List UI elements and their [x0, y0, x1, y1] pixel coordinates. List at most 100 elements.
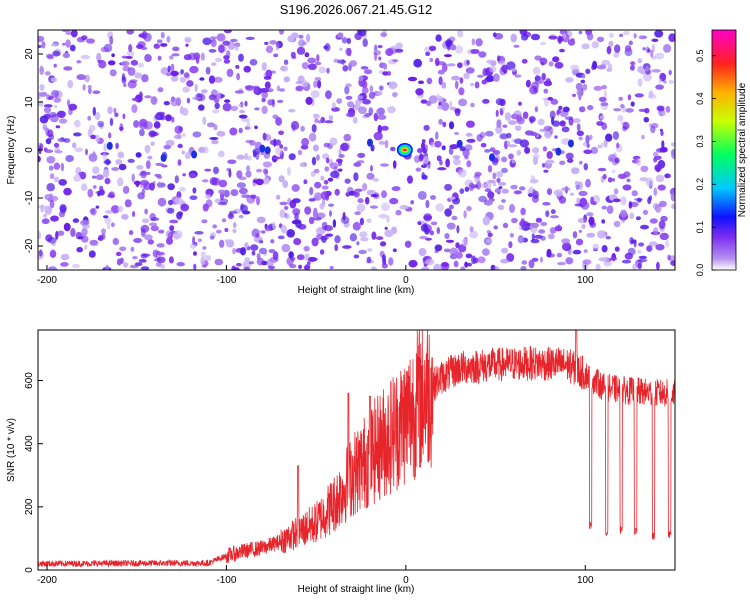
heatmap-cell: [629, 237, 634, 245]
line-frame: [37, 329, 676, 571]
heatmap-cell: [63, 66, 73, 71]
heatmap-cell: [69, 44, 76, 52]
heatmap-cell: [663, 43, 672, 53]
heatmap-cell: [115, 251, 122, 257]
heatmap-cell: [468, 182, 475, 191]
heatmap-cell: [665, 239, 670, 248]
heatmap-cell: [301, 137, 310, 147]
heatmap-cell: [607, 154, 617, 163]
heatmap-cell: [194, 231, 204, 235]
heatmap-cell: [379, 85, 384, 91]
heatmap-cell: [263, 76, 272, 80]
heatmap-peak-ring-4: [402, 148, 408, 152]
heatmap-cell: [131, 104, 138, 114]
heatmap-cell: [155, 162, 164, 166]
heatmap-cell: [39, 249, 43, 257]
heatmap-cell: [546, 151, 553, 159]
heatmap-cell: [160, 43, 168, 47]
heatmap-cell: [415, 167, 422, 172]
heatmap-cell: [312, 144, 319, 152]
heatmap-cell: [374, 44, 378, 52]
heatmap-cell: [622, 184, 632, 191]
heatmap-cell: [172, 46, 180, 52]
heatmap-cell: [135, 152, 142, 158]
heatmap-cell: [480, 142, 487, 148]
heatmap-cell: [334, 188, 340, 196]
heatmap-cell: [510, 68, 517, 72]
heatmap-cell: [525, 79, 531, 88]
heatmap-cell: [156, 256, 166, 264]
heatmap-cell: [139, 118, 148, 127]
heatmap-cell: [420, 224, 429, 232]
heatmap-cell: [100, 46, 110, 53]
heatmap-cell: [382, 71, 389, 76]
heatmap-cell: [436, 61, 446, 66]
heatmap-cell: [223, 55, 230, 60]
heatmap-cell: [366, 256, 372, 263]
heatmap-cell: [280, 65, 289, 72]
heatmap-cell: [76, 246, 83, 253]
heatmap-cell: [321, 235, 327, 243]
colorbar-tick-0: 0.0: [695, 264, 716, 276]
heatmap-cell: [39, 115, 49, 124]
heatmap-cell: [531, 233, 535, 241]
heatmap-cell: [81, 35, 88, 41]
line-x-tick-label: -200: [37, 575, 57, 586]
heatmap-cell: [602, 173, 607, 180]
heatmap-cell: [216, 229, 222, 234]
line-panel: -200 -100 0 100 0 200 400 600 Height of straig…: [6, 329, 676, 595]
heatmap-cell: [628, 40, 633, 46]
heatmap-cell: [275, 139, 281, 146]
heatmap-cell: [256, 168, 263, 173]
heatmap-cell: [148, 222, 158, 227]
heatmap-cell: [590, 146, 599, 154]
heatmap-cell: [329, 266, 334, 270]
heatmap-cell: [189, 243, 197, 250]
heatmap-cell: [290, 51, 296, 58]
heatmap-cell: [226, 68, 234, 78]
heatmap-cell: [381, 254, 386, 262]
heatmap-cell: [53, 97, 61, 103]
heatmap-cell: [627, 94, 632, 101]
heatmap-cell: [381, 263, 388, 269]
heatmap-cell: [342, 65, 349, 72]
heatmap-cell: [236, 182, 246, 189]
heatmap-cell: [44, 71, 51, 76]
heatmap-cell: [370, 144, 375, 152]
heatmap-cell: [261, 105, 268, 115]
heatmap-cell: [558, 196, 567, 204]
heatmap-cell: [561, 238, 570, 244]
heatmap-cell: [668, 69, 672, 76]
heatmap-cell: [234, 42, 241, 47]
heatmap-cell: [640, 224, 649, 230]
heatmap-cell: [76, 60, 82, 64]
heatmap-cell: [301, 80, 308, 88]
heatmap-cell: [495, 98, 504, 106]
heatmap-cell: [144, 234, 153, 241]
heatmap-cell: [337, 59, 347, 64]
heatmap-cell: [565, 77, 574, 83]
heatmap-cell: [59, 204, 67, 213]
heatmap-cell: [192, 131, 202, 138]
heatmap-cell: [561, 126, 570, 133]
heatmap-cell: [80, 54, 91, 60]
heatmap-cell-blue: [567, 139, 574, 148]
heatmap-cell: [370, 165, 373, 172]
heatmap-cell: [46, 156, 56, 164]
heatmap-cell: [487, 191, 495, 199]
heatmap-cell: [176, 191, 182, 199]
heatmap-cell: [213, 166, 219, 175]
heatmap-cell: [516, 114, 523, 122]
heatmap-cell: [494, 188, 501, 194]
heatmap-cell: [466, 205, 472, 212]
heatmap-cell: [585, 68, 591, 75]
heatmap-cell: [312, 210, 318, 219]
heatmap-cell: [173, 233, 180, 240]
heatmap-cell: [485, 75, 495, 82]
heatmap-cell: [338, 148, 342, 155]
heatmap-cell: [144, 54, 152, 62]
heatmap-cell: [586, 232, 596, 238]
heatmap-cell: [141, 30, 148, 40]
heatmap-cell: [290, 256, 296, 261]
